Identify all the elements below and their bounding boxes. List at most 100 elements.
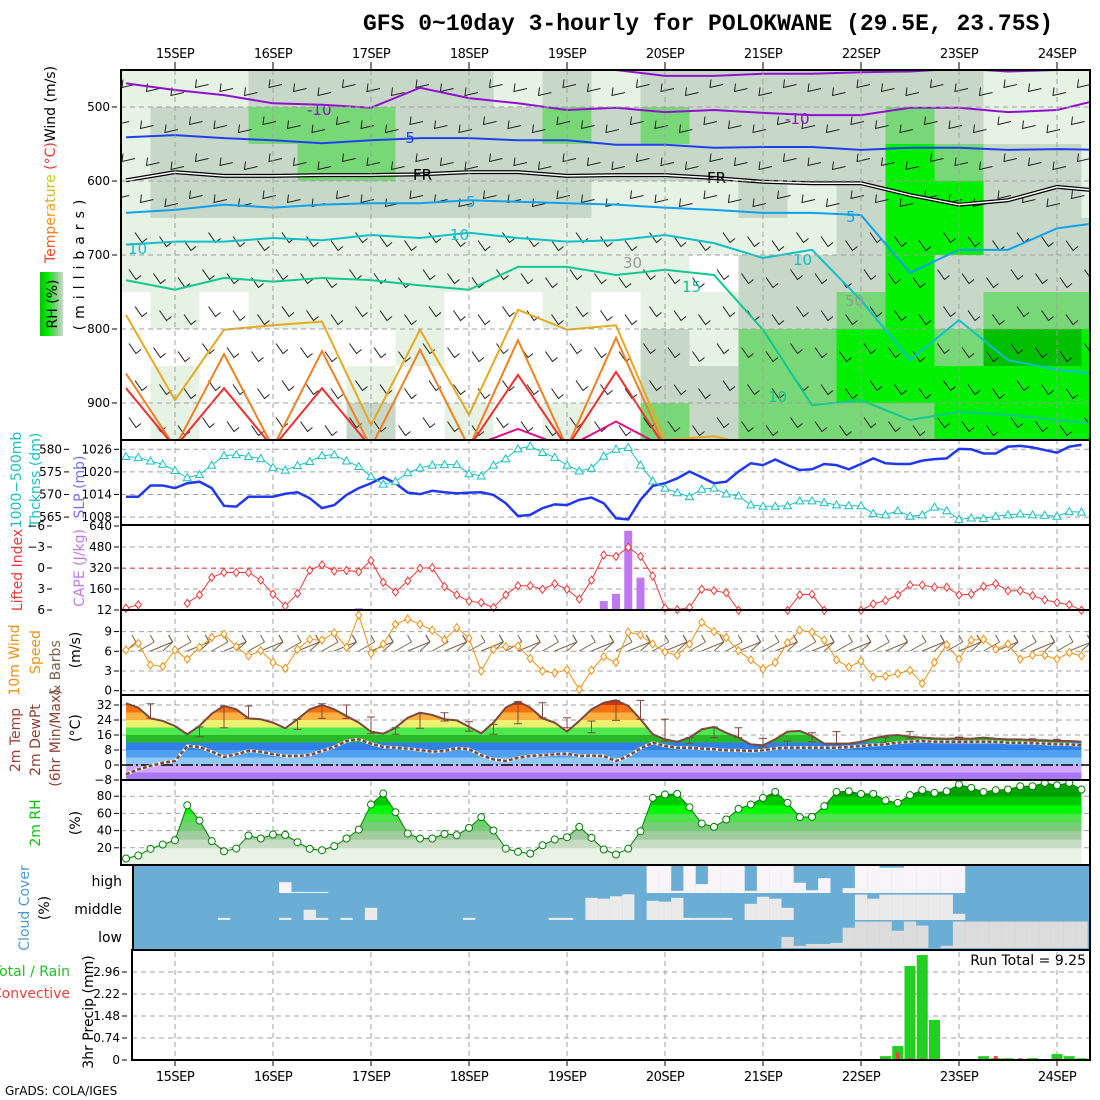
thickness-point <box>415 462 425 472</box>
thickness-point <box>1076 507 1087 516</box>
rh-cell <box>885 292 935 330</box>
date-label-bottom: 22SEP <box>842 1070 881 1085</box>
wind-barb <box>513 157 528 167</box>
thickness-point <box>280 465 291 474</box>
wind-barb <box>722 232 736 244</box>
wind-barb <box>281 380 295 392</box>
rh2m-point <box>244 831 253 840</box>
wind-speed-point <box>416 619 424 630</box>
wind-barb <box>237 124 252 134</box>
wind-barb <box>194 153 209 163</box>
cloud-low-bar <box>781 936 794 948</box>
cloud-middle-bar <box>683 917 696 920</box>
rh2m-point <box>955 780 963 789</box>
thickness-point <box>917 509 928 519</box>
temp-band <box>126 772 1082 780</box>
lifted-index-point <box>869 599 877 609</box>
wind-barb <box>839 351 852 363</box>
temp-minmax-bar <box>587 720 596 734</box>
wind-barb <box>1076 153 1090 163</box>
cloud-middle-bar <box>928 894 941 920</box>
wind-barb <box>967 236 981 248</box>
contour-label: -5 <box>400 129 415 147</box>
series-clip <box>121 441 1090 865</box>
wind-barb <box>159 310 172 322</box>
wind10m-barb <box>946 634 964 652</box>
cloud-high-bar <box>879 867 892 893</box>
wind-barb <box>390 161 405 171</box>
cloud-low-bar <box>989 921 1002 948</box>
wind-barb <box>330 314 344 326</box>
wind-barb <box>978 161 993 171</box>
contour-label: 10 <box>793 251 812 269</box>
wind10m-barb <box>382 634 394 652</box>
wind-speed-point <box>563 664 571 675</box>
rh-cell <box>297 181 347 219</box>
wind10m-barb <box>640 634 651 652</box>
cloud-middle-bar <box>364 907 378 920</box>
wind-barb <box>618 277 632 289</box>
thickness-point <box>880 509 891 519</box>
wind-barb <box>923 116 938 126</box>
rh-cell <box>199 292 249 330</box>
wind-barb <box>692 277 705 289</box>
wind-barb <box>520 273 534 285</box>
wind-speed-point <box>1077 651 1086 661</box>
wind-barb <box>660 157 675 167</box>
wind-barb <box>649 306 662 318</box>
isotherm-contour-m5 <box>125 134 1090 151</box>
temp-minmax-bar <box>661 718 669 742</box>
wind-barb <box>937 343 950 355</box>
thickness-point <box>966 512 977 522</box>
cloud-middle-bar <box>217 917 231 920</box>
footer-credit: GrADS: COLA/IGES <box>5 1084 117 1098</box>
wind-barb <box>520 421 534 433</box>
cloud-middle-bar <box>671 897 684 920</box>
wind-barb <box>986 277 999 289</box>
thickness-point <box>868 508 879 517</box>
wind-speed-point <box>293 644 302 655</box>
cloud-low-bar <box>1001 921 1015 948</box>
cloud-low-bar <box>952 921 966 948</box>
rh2m-point <box>599 845 608 854</box>
rh-cell <box>1081 181 1090 219</box>
wind-barb <box>600 310 613 322</box>
wind-barb <box>128 343 142 355</box>
contour-label: 5 <box>466 193 476 211</box>
rh2m-point <box>501 844 510 853</box>
wind-barb <box>709 79 724 89</box>
wind-barb <box>341 153 356 163</box>
wind-barb <box>551 240 564 252</box>
isotherm-contour-m10 <box>125 82 1090 117</box>
cloud-middle-bar <box>609 896 623 920</box>
lifted-index-point <box>477 597 485 608</box>
wind-barb <box>869 306 883 318</box>
rh-cell <box>689 329 739 367</box>
thickness-point <box>745 499 756 509</box>
rh2m-point <box>146 844 155 853</box>
pressure-tick: 500 <box>87 100 110 114</box>
rh-cell <box>983 366 1033 404</box>
thickness-point <box>439 459 450 469</box>
wind-speed-point <box>538 666 547 676</box>
wind-barb <box>856 79 871 89</box>
thickness-point <box>941 505 952 515</box>
wind-barb <box>569 269 583 281</box>
rh2m-point <box>207 837 216 846</box>
rh2m-point <box>881 796 890 805</box>
precip-total-bar <box>978 1056 989 1060</box>
wind-barb <box>453 310 466 322</box>
wind-speed-label: Speed <box>28 630 44 674</box>
rh2m-point <box>416 834 424 843</box>
wind-barb <box>948 120 963 130</box>
wind10m-barb <box>260 634 284 652</box>
wind-barb <box>673 310 687 322</box>
wind-barb <box>384 198 399 208</box>
wind-speed-point <box>783 637 792 648</box>
wind10m-barb <box>836 634 853 652</box>
cloud-middle-bar <box>781 907 794 920</box>
wind-speed-point <box>318 635 326 645</box>
wind-barb <box>226 347 240 359</box>
wind-barb <box>213 120 228 130</box>
rh-band <box>126 796 1082 806</box>
